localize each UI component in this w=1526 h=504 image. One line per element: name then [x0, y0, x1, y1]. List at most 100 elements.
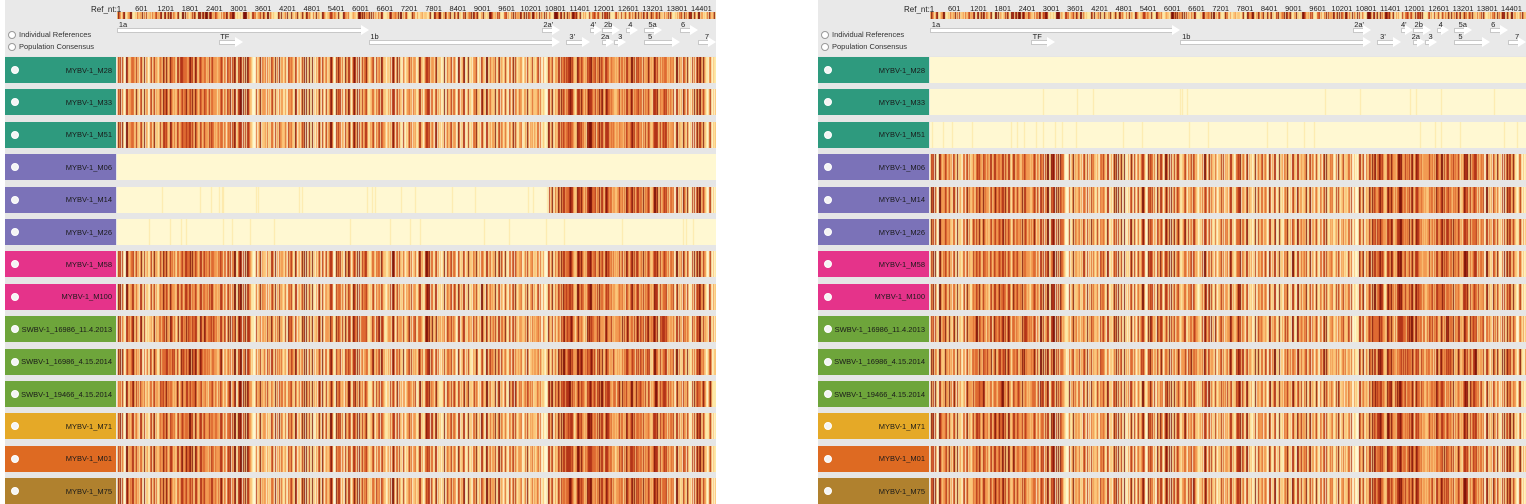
radio-icon[interactable]	[11, 487, 19, 496]
sample-label[interactable]: MYBV-1_M14	[5, 186, 116, 213]
sample-label[interactable]: SWBV-1_16986_4.15.2014	[818, 348, 929, 375]
ruler-tick: 6001	[1163, 4, 1181, 13]
sample-row: SWBV-1_16986_11.4.2013	[818, 316, 1526, 343]
gene-label: 3'	[1380, 32, 1386, 41]
radio-icon[interactable]	[11, 228, 19, 236]
gene-label: 2a	[1411, 32, 1420, 41]
sample-label[interactable]: MYBV-1_M71	[818, 413, 929, 440]
gene-label: 6	[680, 20, 686, 29]
individual-references-option[interactable]: Individual References	[8, 30, 91, 39]
sample-label[interactable]: SWBV-1_16986_11.4.2013	[5, 316, 116, 343]
sample-label[interactable]: SWBV-1_19466_4.15.2014	[5, 381, 116, 407]
radio-icon[interactable]	[821, 42, 829, 51]
sample-label[interactable]: MYBV-1_M33	[5, 89, 116, 116]
radio-icon[interactable]	[824, 228, 832, 236]
sample-label[interactable]: MYBV-1_M26	[818, 219, 929, 245]
coverage-heatmap-track	[930, 57, 1526, 83]
radio-icon[interactable]	[11, 454, 19, 463]
sample-label[interactable]: SWBV-1_16986_11.4.2013	[818, 316, 929, 343]
sample-name: MYBV-1_M75	[878, 486, 925, 496]
gene-arrow-icon	[1422, 25, 1431, 35]
radio-icon[interactable]	[11, 98, 19, 107]
radio-icon[interactable]	[11, 292, 19, 301]
sample-label[interactable]: MYBV-1_M14	[818, 186, 929, 213]
sample-label[interactable]: MYBV-1_M71	[5, 413, 116, 440]
sample-label[interactable]: MYBV-1_M75	[5, 478, 116, 504]
radio-icon[interactable]	[824, 487, 832, 496]
gene-arrow-icon	[618, 37, 627, 47]
radio-icon[interactable]	[11, 130, 19, 139]
radio-icon[interactable]	[824, 390, 832, 398]
coverage-heatmap-track	[117, 251, 716, 278]
sample-label[interactable]: MYBV-1_M33	[818, 89, 929, 116]
radio-icon[interactable]	[824, 357, 832, 366]
sample-name: MYBV-1_M14	[65, 195, 112, 205]
sample-label[interactable]: MYBV-1_M100	[5, 283, 116, 310]
sample-name: MYBV-1_M58	[878, 259, 925, 269]
radio-icon[interactable]	[11, 325, 19, 334]
gene-label: 2a'	[1354, 20, 1364, 29]
radio-icon[interactable]	[824, 422, 832, 431]
coverage-heatmap-track	[117, 348, 716, 375]
ruler-tick: 6601	[1188, 4, 1205, 13]
sample-label[interactable]: MYBV-1_M51	[5, 121, 116, 148]
coverage-heatmap-track	[930, 219, 1526, 245]
sample-label[interactable]: MYBV-1_M58	[5, 251, 116, 278]
gene-label: TF	[1032, 32, 1042, 41]
sample-label[interactable]: MYBV-1_M28	[5, 57, 116, 83]
radio-icon[interactable]	[11, 260, 19, 269]
sample-label[interactable]: MYBV-1_M01	[5, 445, 116, 472]
sample-label[interactable]: SWBV-1_19466_4.15.2014	[818, 381, 929, 407]
gene-arrow-icon	[654, 25, 663, 35]
ref-label: Ref_nt:1	[904, 5, 935, 14]
sample-label[interactable]: MYBV-1_M06	[818, 154, 929, 181]
coverage-heatmap-track	[117, 413, 716, 440]
sample-row: MYBV-1_M75	[5, 478, 716, 504]
radio-icon[interactable]	[11, 390, 19, 398]
population-consensus-option[interactable]: Population Consensus	[821, 42, 907, 51]
sample-name: MYBV-1_M26	[878, 227, 925, 237]
radio-icon[interactable]	[11, 163, 19, 172]
gene-arrow-icon	[690, 25, 699, 35]
radio-icon[interactable]	[824, 454, 832, 463]
radio-icon[interactable]	[11, 66, 19, 74]
sample-row: MYBV-1_M26	[818, 219, 1526, 245]
sample-label[interactable]: MYBV-1_M58	[818, 251, 929, 278]
radio-icon[interactable]	[11, 422, 19, 431]
coverage-heatmap-track	[930, 251, 1526, 278]
radio-icon[interactable]	[824, 163, 832, 172]
gene-bar	[1180, 40, 1366, 45]
sample-label[interactable]: MYBV-1_M75	[818, 478, 929, 504]
individual-references-option[interactable]: Individual References	[821, 30, 904, 39]
sample-label[interactable]: MYBV-1_M01	[818, 445, 929, 472]
sample-name: MYBV-1_M75	[65, 486, 112, 496]
radio-icon[interactable]	[8, 30, 16, 39]
gene-label: 5a	[1458, 20, 1467, 29]
radio-icon[interactable]	[821, 30, 829, 39]
radio-icon[interactable]	[11, 195, 19, 204]
gene-arrow-icon	[1047, 37, 1056, 47]
radio-icon[interactable]	[824, 66, 832, 74]
coverage-heatmap-track	[117, 283, 716, 310]
gene-arrow-icon	[1363, 25, 1372, 35]
sample-label[interactable]: SWBV-1_16986_4.15.2014	[5, 348, 116, 375]
radio-icon[interactable]	[824, 98, 832, 107]
ruler-tick: 3601	[254, 4, 272, 13]
radio-icon[interactable]	[824, 292, 832, 301]
population-consensus-option[interactable]: Population Consensus	[8, 42, 94, 51]
radio-icon[interactable]	[824, 195, 832, 204]
sample-label[interactable]: MYBV-1_M100	[818, 283, 929, 310]
sample-label[interactable]: MYBV-1_M06	[5, 154, 116, 181]
sample-label[interactable]: MYBV-1_M26	[5, 219, 116, 245]
ruler-tick: 13801	[666, 4, 688, 13]
gene-arrow-icon	[552, 25, 561, 35]
radio-icon[interactable]	[824, 325, 832, 334]
radio-icon[interactable]	[824, 130, 832, 139]
radio-icon[interactable]	[824, 260, 832, 269]
sample-name: MYBV-1_M33	[878, 97, 925, 107]
sample-label[interactable]: MYBV-1_M51	[818, 121, 929, 148]
radio-icon[interactable]	[8, 42, 16, 51]
radio-icon[interactable]	[11, 357, 19, 366]
ruler-tick: 13801	[1476, 4, 1498, 13]
sample-label[interactable]: MYBV-1_M28	[818, 57, 929, 83]
